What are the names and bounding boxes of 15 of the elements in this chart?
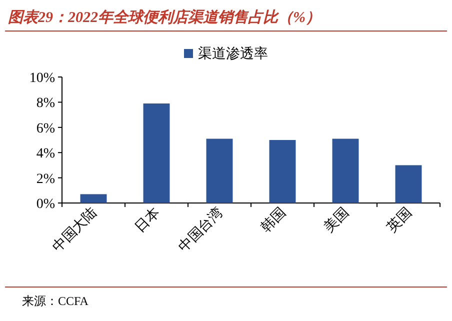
x-tick-label: 日本 [132,204,164,236]
legend: 渠道渗透率 [184,47,268,62]
x-tick-label: 中国台湾 [175,204,226,256]
x-tick-label: 韩国 [258,204,290,236]
title: 图表29：2022年全球便利店渠道销售占比（%） [8,10,320,26]
y-tick-label: 10% [29,71,56,86]
annotation: 来源：CCFA [22,294,88,308]
y-tick-label: 4% [36,146,56,162]
y-tick-label: 6% [36,121,56,136]
y-tick-label: 2% [36,172,56,187]
y-tick-label: 0% [36,197,56,212]
x-tick-label: 英国 [384,204,416,236]
x-tick-label: 美国 [321,204,352,236]
y-tick-label: 8% [36,96,56,112]
legend-label: 渠道渗透率 [198,46,268,62]
